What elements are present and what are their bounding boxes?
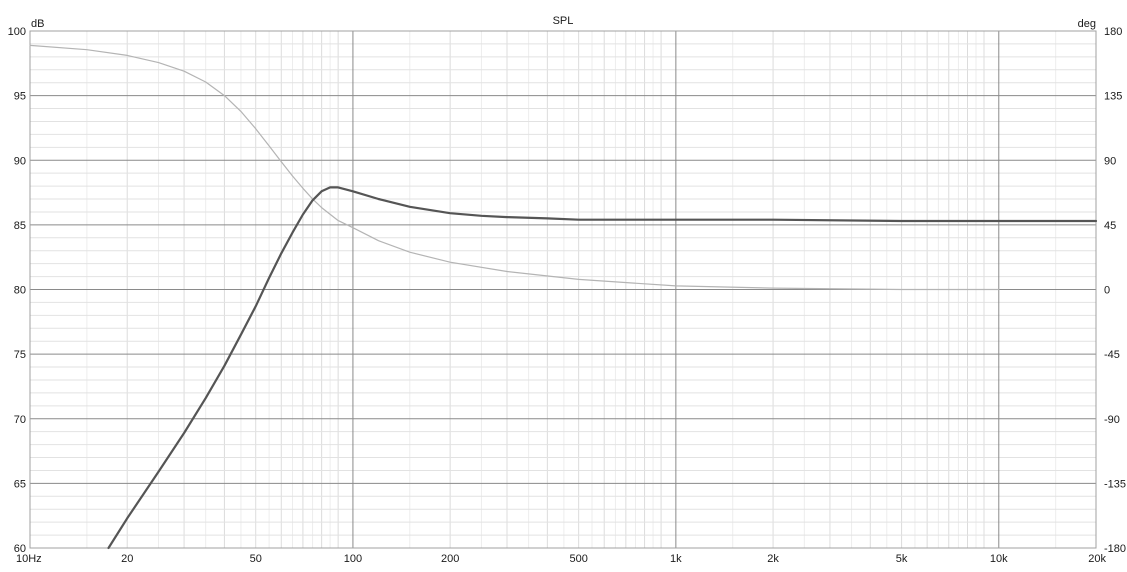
series-layer [29,44,1098,550]
tick-labels: 100 95 90 85 80 75 70 65 60 180 135 90 45 0 -45 -90 -135… [8,26,1126,565]
y-right-tick-label: 0 [1104,285,1110,297]
plot-frame [29,30,1097,549]
phase-curve [29,44,1000,291]
y-right-tick-label: 90 [1104,155,1116,167]
y-left-tick-label: 60 [14,543,26,555]
x-tick-label: 20k [1088,553,1106,565]
y-left-tick-label: 70 [14,414,26,426]
y-right-tick-label: -45 [1104,349,1120,361]
x-tick-label: 10k [990,553,1008,565]
x-tick-label: 10Hz [16,553,42,565]
x-tick-label: 5k [896,553,908,565]
x-tick-label: 20 [121,553,133,565]
y-right-tick-label: 45 [1104,220,1116,232]
y-right-tick-label: 180 [1104,26,1122,38]
y-right-tick-label: -135 [1104,478,1126,490]
chart-title: SPL [553,15,574,27]
x-tick-label: 500 [569,553,587,565]
x-tick-label: 200 [441,553,459,565]
x-tick-label: 1k [670,553,682,565]
x-tick-label: 100 [344,553,362,565]
spl-curve [107,186,1098,550]
y-left-tick-label: 95 [14,91,26,103]
y-left-tick-label: 65 [14,478,26,490]
left-axis-unit: dB [31,18,44,30]
y-left-tick-label: 75 [14,349,26,361]
y-right-tick-label: -90 [1104,414,1120,426]
y-left-tick-label: 80 [14,285,26,297]
y-left-tick-label: 90 [14,155,26,167]
right-axis-unit: deg [1078,18,1096,30]
y-left-tick-label: 85 [14,220,26,232]
y-left-tick-label: 100 [8,26,26,38]
x-tick-label: 50 [250,553,262,565]
x-tick-label: 2k [767,553,779,565]
y-right-tick-label: 135 [1104,91,1122,103]
y-right-tick-label: -180 [1104,543,1126,555]
